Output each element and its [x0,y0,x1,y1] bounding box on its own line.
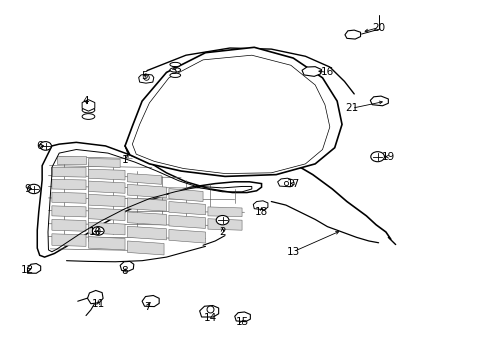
Polygon shape [127,198,166,211]
Polygon shape [88,222,125,235]
Polygon shape [277,178,294,187]
Polygon shape [52,192,86,203]
Text: 1: 1 [122,155,128,165]
Text: 6: 6 [36,141,43,151]
Polygon shape [139,74,154,83]
Polygon shape [88,237,125,250]
Polygon shape [369,96,387,106]
Circle shape [370,152,384,162]
Polygon shape [88,208,125,221]
Polygon shape [88,181,125,193]
Text: 16: 16 [320,67,333,77]
Polygon shape [168,229,205,243]
Polygon shape [142,296,159,307]
Text: 18: 18 [254,207,267,217]
Polygon shape [52,220,86,231]
Text: 10: 10 [89,227,102,237]
Text: 12: 12 [21,265,34,275]
Polygon shape [57,156,86,164]
Text: 14: 14 [203,313,217,323]
Polygon shape [253,201,267,210]
Polygon shape [52,234,86,246]
Polygon shape [87,291,103,304]
Text: 7: 7 [143,302,150,312]
Text: 15: 15 [235,317,248,327]
Polygon shape [127,212,166,225]
Ellipse shape [169,68,180,72]
Polygon shape [120,261,134,271]
Polygon shape [127,184,166,198]
Polygon shape [52,167,86,177]
Text: 17: 17 [286,179,299,189]
Polygon shape [168,215,205,228]
Polygon shape [88,169,125,180]
Polygon shape [168,189,203,202]
Polygon shape [127,226,166,240]
Text: 8: 8 [122,266,128,276]
Text: 19: 19 [381,152,394,162]
Ellipse shape [82,107,95,113]
Polygon shape [127,174,161,184]
Polygon shape [234,312,250,321]
Polygon shape [168,202,205,215]
Circle shape [216,216,228,225]
Polygon shape [207,219,242,230]
Text: 20: 20 [371,23,385,33]
Text: 2: 2 [219,227,225,237]
Ellipse shape [169,73,180,77]
Polygon shape [88,194,125,207]
Text: 13: 13 [286,247,299,257]
Text: 21: 21 [345,103,358,113]
Text: 3: 3 [170,66,177,76]
Text: 5: 5 [141,71,147,81]
Polygon shape [127,241,163,255]
Ellipse shape [169,62,180,67]
Circle shape [40,141,51,150]
Ellipse shape [82,114,95,120]
Polygon shape [199,306,218,317]
Polygon shape [52,179,86,190]
Text: 11: 11 [91,299,104,309]
Polygon shape [302,67,321,76]
Text: 4: 4 [82,96,89,106]
Text: 9: 9 [24,184,31,194]
Polygon shape [27,264,41,273]
Circle shape [92,226,104,235]
Polygon shape [82,100,95,111]
Polygon shape [207,207,242,217]
Polygon shape [88,158,120,167]
Polygon shape [37,142,261,257]
Polygon shape [125,47,341,176]
Polygon shape [52,206,86,217]
Polygon shape [344,30,360,39]
Circle shape [27,184,40,194]
